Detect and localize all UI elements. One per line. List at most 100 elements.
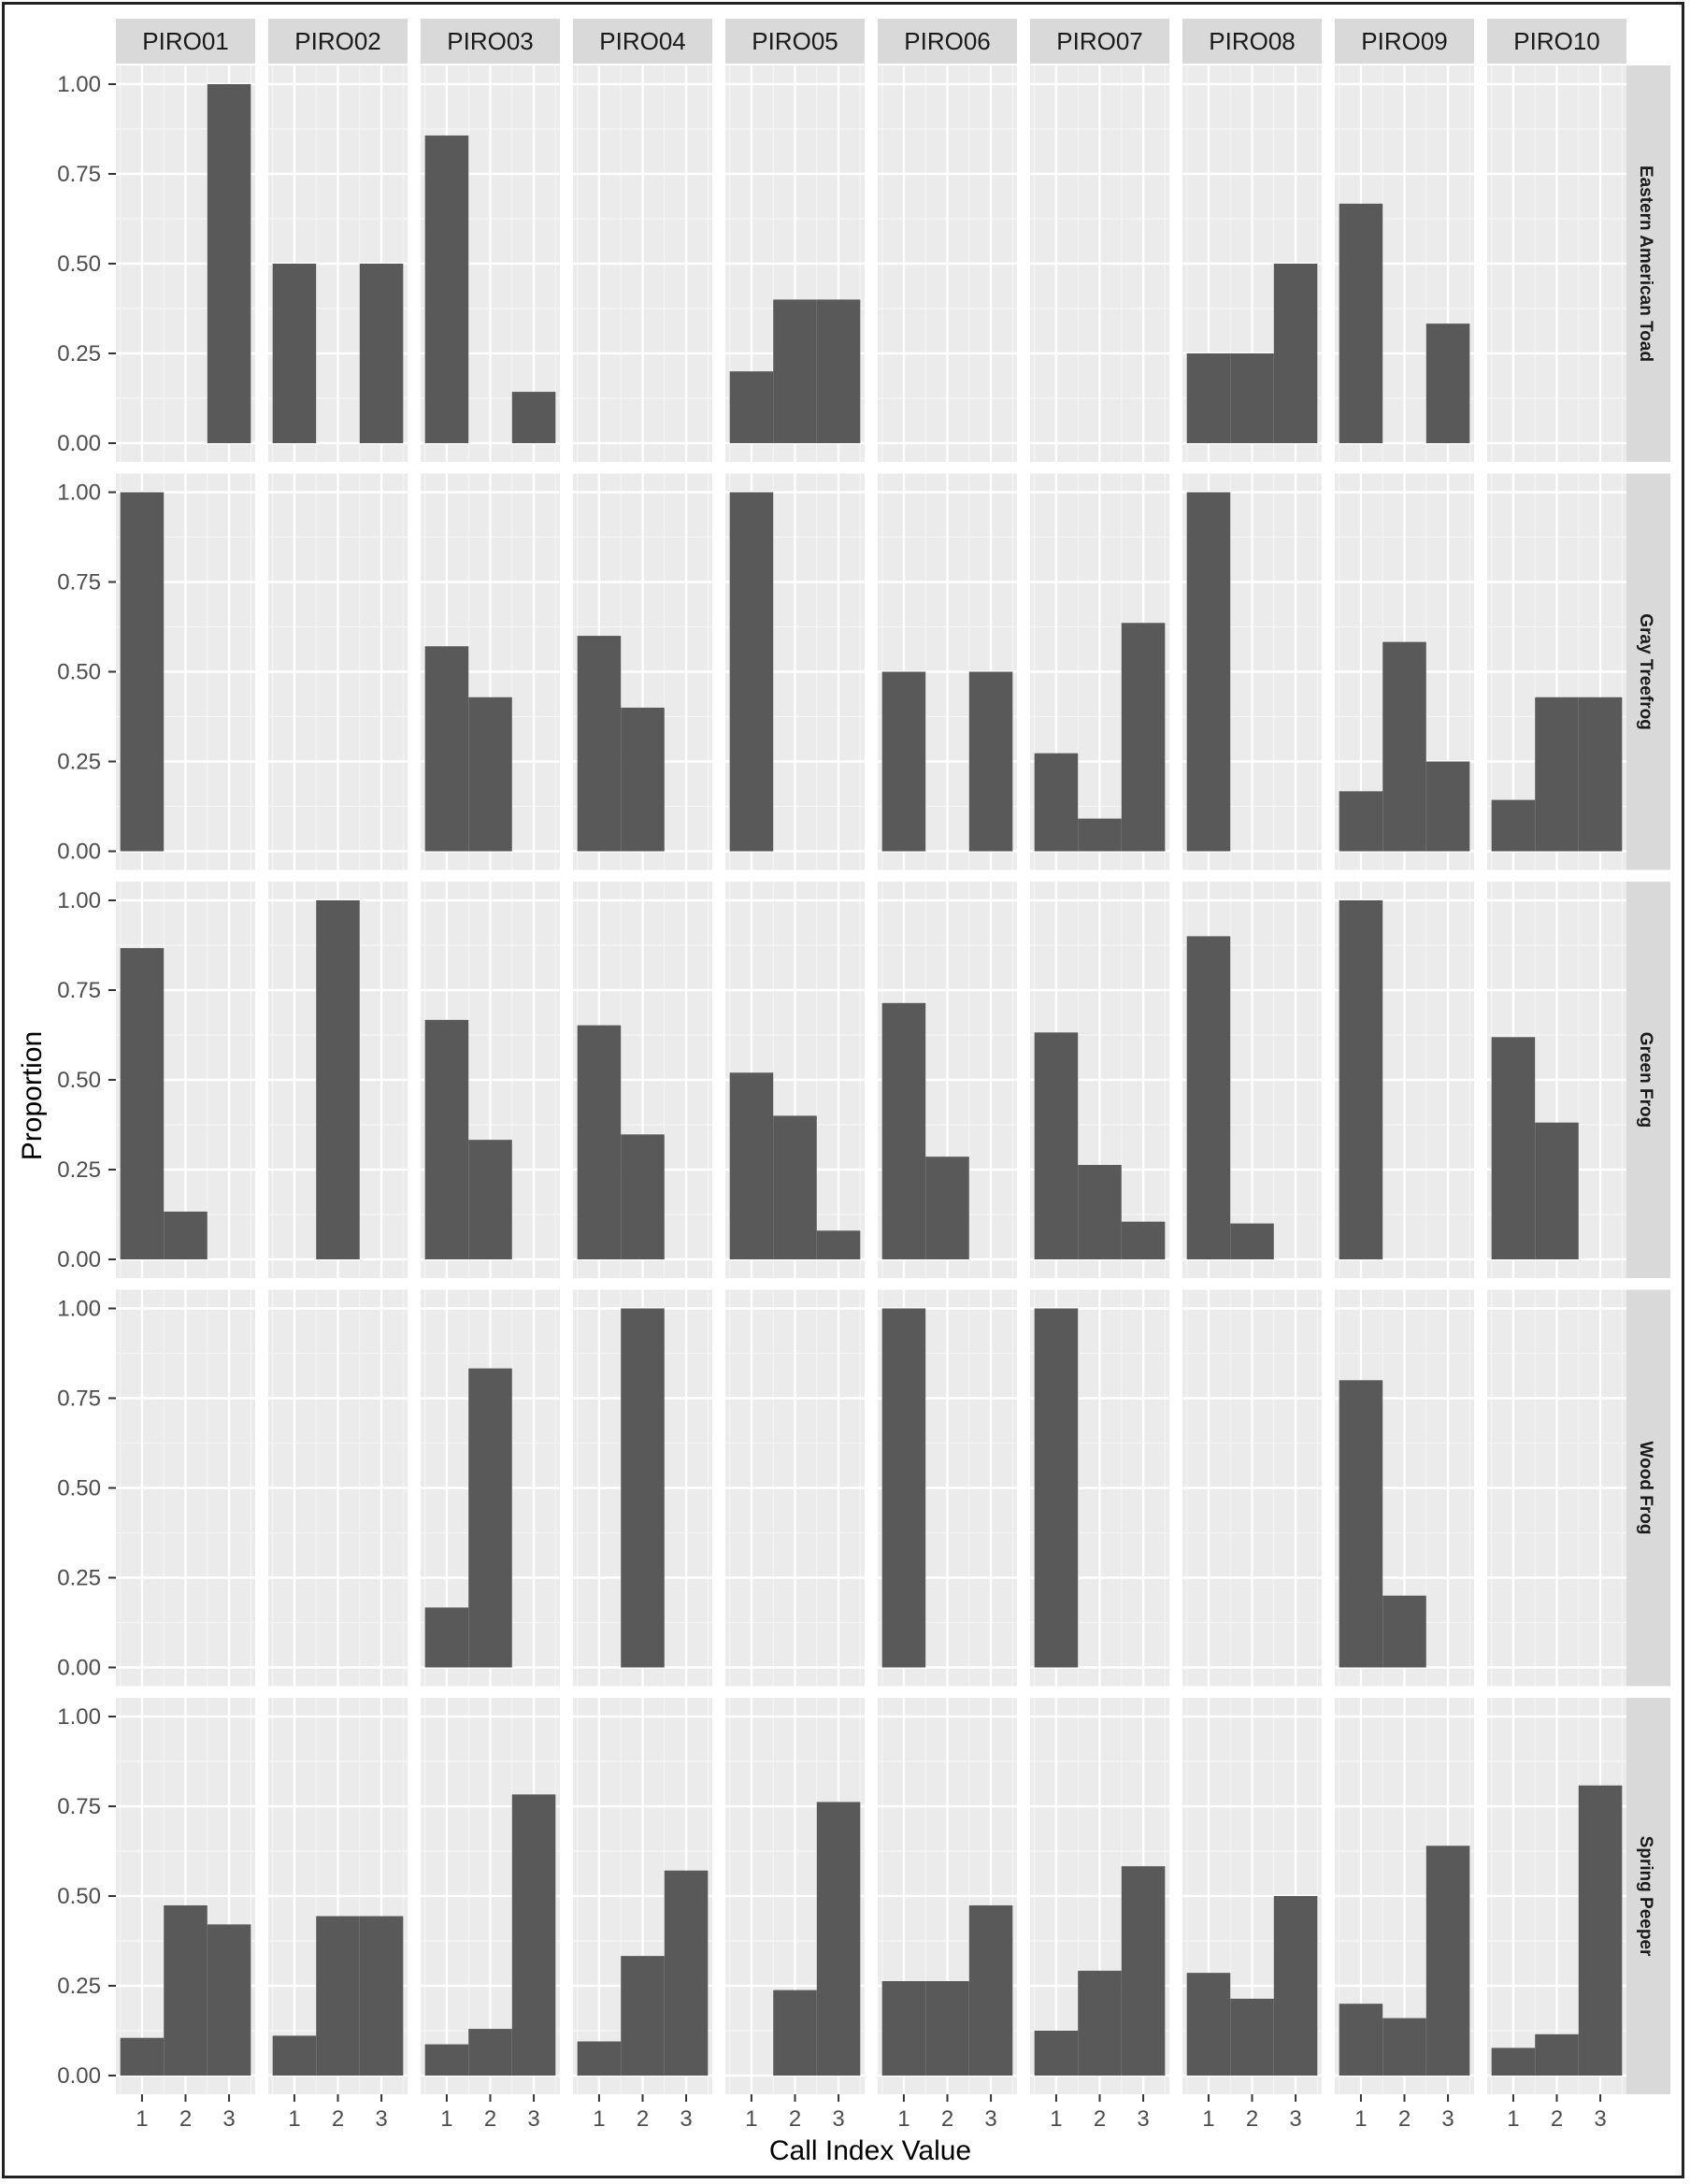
panel-piro03-gray-treefrog <box>421 473 560 870</box>
strip-right-gray-treefrog <box>1624 473 1670 870</box>
y-tick-label: 0.75 <box>57 162 101 187</box>
bar-call-1 <box>1186 492 1231 852</box>
bar-call-2 <box>925 1981 969 2076</box>
y-tick-label: 0.50 <box>57 1476 101 1502</box>
panel-piro04-gray-treefrog <box>573 473 712 870</box>
bar-call-3 <box>1273 264 1318 443</box>
strip-top-piro07 <box>1030 19 1169 64</box>
panel-piro07-gray-treefrog <box>1030 473 1169 870</box>
strip-top-piro02 <box>268 19 408 64</box>
y-tick-label: 1.00 <box>57 1297 101 1322</box>
x-tick-label: 3 <box>527 2106 539 2132</box>
bar-call-2 <box>1078 1970 1122 2076</box>
bar-call-2 <box>1078 818 1122 852</box>
bar-call-2 <box>621 1134 665 1259</box>
strip-label-piro09: PIRO09 <box>1361 27 1448 55</box>
strip-right-green-frog <box>1624 882 1670 1278</box>
panel-piro06-gray-treefrog <box>878 473 1017 870</box>
panel-piro01-eastern-american-toad <box>116 65 255 462</box>
bar-call-3 <box>1425 1846 1470 2076</box>
bar-call-1 <box>120 948 165 1259</box>
strip-label-green-frog: Green Frog <box>1636 1032 1655 1128</box>
bar-call-2 <box>468 2029 512 2076</box>
bar-call-3 <box>968 671 1013 852</box>
bar-call-1 <box>272 2035 317 2076</box>
panel-piro03-wood-frog <box>421 1289 560 1687</box>
bar-call-1 <box>729 1072 774 1259</box>
bar-call-1 <box>881 671 926 852</box>
strip-label-spring-peeper: Spring Peeper <box>1636 1836 1655 1957</box>
strip-top-piro05 <box>725 19 865 64</box>
panel-piro03-green-frog <box>421 882 560 1278</box>
panel-piro01-spring-peeper <box>116 1698 255 2094</box>
x-tick-label: 2 <box>789 2106 801 2132</box>
panel-piro04-spring-peeper <box>573 1698 712 2094</box>
y-tick-label: 1.00 <box>57 72 101 97</box>
panel-piro09-eastern-american-toad <box>1335 65 1474 462</box>
bar-call-1 <box>577 1025 622 1259</box>
strip-label-piro02: PIRO02 <box>294 27 381 55</box>
y-tick-label: 0.50 <box>57 1884 101 1909</box>
y-tick-label: 0.25 <box>57 341 101 366</box>
panel-piro06-green-frog <box>878 882 1017 1278</box>
bar-call-2 <box>1535 697 1579 852</box>
strip-label-piro06: PIRO06 <box>904 27 991 55</box>
y-tick-label: 0.75 <box>57 1794 101 1819</box>
bar-call-2 <box>1230 1223 1274 1259</box>
bar-call-2 <box>316 1916 360 2076</box>
strip-top-piro04 <box>573 19 712 64</box>
bar-call-1 <box>729 492 774 852</box>
bar-call-3 <box>968 1904 1013 2076</box>
x-tick-label: 3 <box>680 2106 692 2132</box>
strip-label-piro04: PIRO04 <box>599 27 686 55</box>
y-tick-label: 0.25 <box>57 1566 101 1591</box>
bar-call-1 <box>424 2044 469 2076</box>
bar-call-1 <box>1186 1973 1231 2076</box>
strip-label-gray-treefrog: Gray Treefrog <box>1636 613 1655 730</box>
bar-call-2 <box>1382 641 1426 852</box>
bar-call-1 <box>120 2037 165 2076</box>
strip-top-piro10 <box>1487 19 1626 64</box>
bar-call-1 <box>424 646 469 852</box>
x-tick-label: 3 <box>1137 2106 1149 2132</box>
panel-piro05-wood-frog <box>725 1289 865 1687</box>
bar-call-2 <box>468 1368 512 1668</box>
bar-call-3 <box>511 392 556 443</box>
bar-call-3 <box>1578 1785 1623 2076</box>
y-tick-label: 0.25 <box>57 1974 101 1999</box>
bar-call-2 <box>1230 353 1274 443</box>
panel-piro09-gray-treefrog <box>1335 473 1474 870</box>
panel-piro08-wood-frog <box>1182 1289 1322 1687</box>
x-tick-label: 2 <box>1246 2106 1258 2132</box>
y-tick-label: 0.00 <box>57 1247 101 1272</box>
panel-piro01-green-frog <box>116 882 255 1278</box>
bar-call-3 <box>1121 1221 1166 1259</box>
strip-label-piro01: PIRO01 <box>142 27 229 55</box>
bar-call-3 <box>359 1916 404 2076</box>
bar-call-1 <box>729 371 774 443</box>
bar-call-2 <box>164 1211 208 1259</box>
x-tick-label: 2 <box>941 2106 953 2132</box>
bar-call-2 <box>1078 1165 1122 1259</box>
bar-call-2 <box>621 1956 665 2076</box>
strip-top-piro06 <box>878 19 1017 64</box>
x-tick-label: 3 <box>222 2106 235 2132</box>
panel-piro10-green-frog <box>1487 882 1626 1278</box>
x-tick-label: 2 <box>484 2106 496 2132</box>
panel-piro10-eastern-american-toad <box>1487 65 1626 462</box>
y-tick-label: 1.00 <box>57 481 101 506</box>
bar-call-1 <box>1491 2048 1536 2076</box>
bar-call-3 <box>511 1794 556 2076</box>
panel-piro02-eastern-american-toad <box>268 65 408 462</box>
bar-call-2 <box>468 1140 512 1259</box>
strip-label-piro05: PIRO05 <box>752 27 838 55</box>
bar-call-1 <box>881 1981 926 2076</box>
strip-label-piro08: PIRO08 <box>1209 27 1296 55</box>
strip-right-wood-frog <box>1624 1289 1670 1687</box>
panel-piro02-gray-treefrog <box>268 473 408 870</box>
panel-piro07-eastern-american-toad <box>1030 65 1169 462</box>
y-tick-label: 0.25 <box>57 750 101 775</box>
bar-call-2 <box>621 1308 665 1668</box>
panel-piro05-spring-peeper <box>725 1698 865 2094</box>
bar-call-1 <box>1034 1308 1079 1668</box>
